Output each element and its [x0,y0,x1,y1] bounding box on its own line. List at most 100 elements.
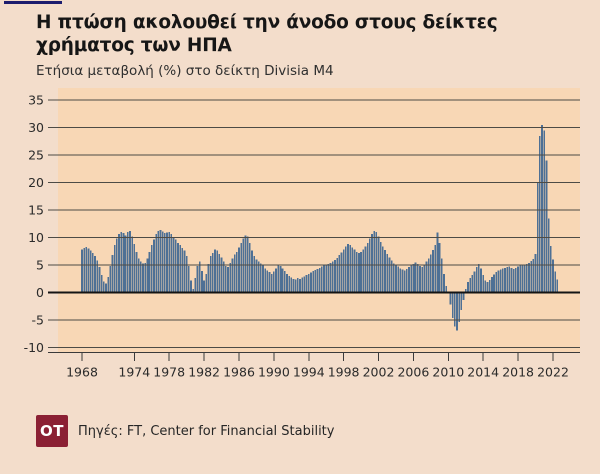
bar [161,231,164,293]
bar [185,256,188,293]
bar [508,266,511,293]
bar [462,292,465,301]
bar [105,283,107,293]
bar [273,271,275,293]
bar [353,249,356,293]
bar [379,241,382,293]
bar [109,266,112,293]
bar [133,244,136,293]
bar [539,135,541,293]
bar [190,280,192,293]
bar [358,252,360,293]
bar [382,246,384,293]
bar [316,268,319,293]
bar [312,271,314,293]
bar [464,289,467,293]
chart-subtitle: Ετήσια μεταβολή (%) στο δείκτη Divisia M… [36,63,334,79]
bar [467,282,469,293]
x-tick-label: 2010 [432,365,464,380]
bar [318,267,321,293]
bar [240,243,243,293]
bar [475,267,478,293]
bar [314,269,317,293]
bar [373,230,376,293]
bar [286,273,288,293]
bar [135,251,138,293]
bar [528,262,530,293]
x-tick-label: 1998 [328,365,360,380]
bar [111,255,114,293]
bar [275,268,277,293]
y-tick-label: -5 [32,313,44,328]
bar [297,278,299,293]
bar [440,258,443,293]
bar [294,279,297,293]
bar [116,238,118,293]
bar [92,252,94,293]
bar [547,218,550,293]
bar [364,246,367,293]
bar [281,268,284,293]
bar [375,232,378,293]
bar [445,285,447,293]
bar [283,271,286,293]
bar [510,267,513,293]
bar [521,265,524,293]
bar [347,244,349,293]
bar [473,271,476,293]
bar [89,250,92,293]
bar [355,251,358,293]
bar [209,256,212,293]
bar [360,251,362,293]
bar [506,267,509,293]
bar [242,238,245,293]
bar [253,256,256,293]
bar [146,258,149,293]
bar [543,130,546,293]
bar [203,280,205,293]
bar [144,262,147,293]
bar [501,268,504,293]
bar [255,259,258,293]
bar [100,274,103,293]
bar [541,124,543,293]
bar [225,266,227,293]
bar [238,247,240,293]
bar [299,278,301,293]
bar [532,258,535,293]
x-tick-label: 1982 [188,365,220,380]
bar [493,274,495,293]
bar [122,233,125,293]
bar [334,260,336,293]
bar [148,251,151,293]
bar [177,243,179,293]
bar [216,250,219,293]
x-tick-label: 2002 [363,365,395,380]
bar [113,245,116,293]
x-tick-label: 2006 [397,365,429,380]
bar [403,270,406,293]
bar [399,268,402,293]
y-tick-label: 30 [28,120,44,135]
bar [166,232,168,293]
bar [351,247,354,293]
bar [279,266,282,293]
bar [414,262,417,293]
bar [94,256,96,293]
bar [477,263,480,293]
bar [170,234,173,293]
bar [371,234,373,293]
bar [554,271,556,293]
y-tick-label: 25 [28,148,44,163]
accent-bar [4,1,62,4]
bar [386,254,389,293]
bar [436,232,439,293]
bar [408,267,410,293]
y-tick-label: 35 [28,93,44,108]
x-tick-label: 1986 [223,365,255,380]
bar [534,254,537,293]
x-tick-label: 1968 [66,365,98,380]
bar [388,257,391,293]
bar [412,263,415,293]
